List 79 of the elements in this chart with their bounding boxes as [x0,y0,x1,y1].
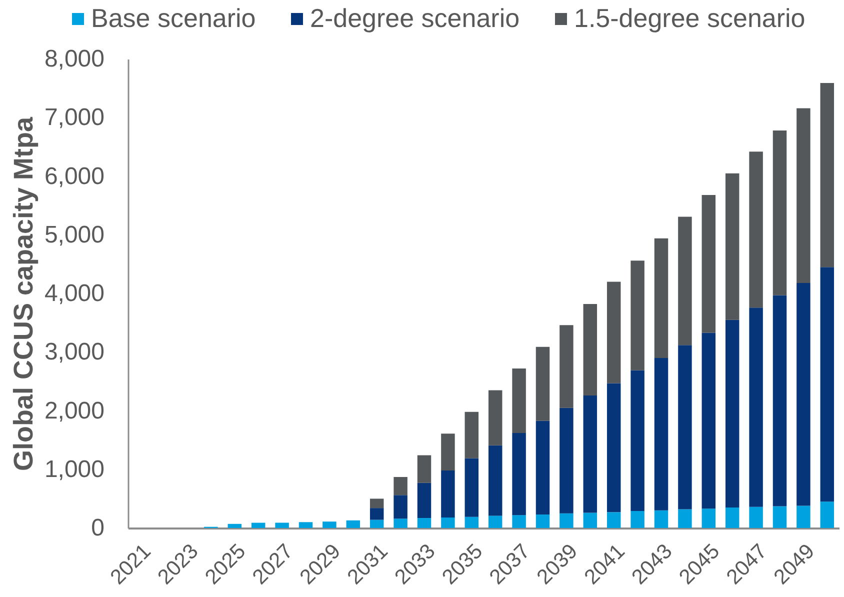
bar [512,433,526,516]
bar [464,412,479,458]
legend-label: 2-degree scenario [310,3,520,33]
y-tick-label: 2,000 [44,397,104,424]
bar [370,520,384,528]
bar [772,130,787,296]
bar [536,514,550,528]
bar [275,522,289,528]
bar [251,522,266,528]
bar [749,506,763,528]
bar [796,282,810,506]
y-axis-title: Global CCUS capacity Mtpa [8,116,38,472]
bar [464,516,479,528]
bar [583,396,598,513]
bar [725,507,740,528]
bar [394,476,408,496]
bar [417,518,432,528]
bar [606,282,621,384]
bar [512,368,526,434]
bar [228,524,242,528]
bar [606,383,621,512]
bar [536,420,550,515]
bar [749,152,763,308]
bar [370,498,384,508]
y-tick-label: 5,000 [44,221,104,248]
bar [583,512,598,528]
y-tick-label: 0 [91,514,104,542]
y-tick-label: 3,000 [44,338,104,366]
bar [394,518,408,528]
bar [654,510,668,528]
bar [749,308,763,507]
bar [417,455,432,483]
bar [678,509,692,528]
bar [512,515,526,528]
bar [725,173,740,320]
bar [772,506,787,528]
bar [630,370,644,511]
y-tick-label: 4,000 [44,280,104,307]
bar [772,295,787,506]
bar [464,458,479,517]
bar [536,346,550,421]
legend-label: 1.5-degree scenario [574,3,806,33]
y-tick-label: 8,000 [44,46,104,72]
bar [820,83,834,268]
bar [820,267,834,502]
bar [654,358,668,510]
bar [417,482,432,518]
legend-label: Base scenario [91,3,256,33]
bar [606,512,621,528]
bar [488,390,502,446]
bar [560,408,574,514]
bar [630,511,644,528]
y-tick-label: 6,000 [44,162,104,190]
bar [370,508,384,520]
bar [322,522,336,528]
y-tick-label: 1,000 [44,456,104,483]
bar [346,520,360,528]
bar [298,522,313,528]
bar [488,516,502,528]
bar [560,513,574,528]
bar [702,508,716,528]
bar [725,320,740,508]
bar [441,434,455,471]
bar [441,517,455,528]
bar [678,345,692,510]
y-tick-label: 7,000 [44,104,104,132]
bar [630,260,644,370]
bar [488,445,502,516]
bar [560,325,574,408]
bar [441,470,455,518]
bar [654,238,668,358]
bar [583,304,598,396]
bar [796,506,810,528]
bar [820,502,834,528]
bar [702,195,716,333]
bar [394,495,408,519]
bar [702,332,716,509]
bar [796,108,810,283]
bar [678,216,692,346]
